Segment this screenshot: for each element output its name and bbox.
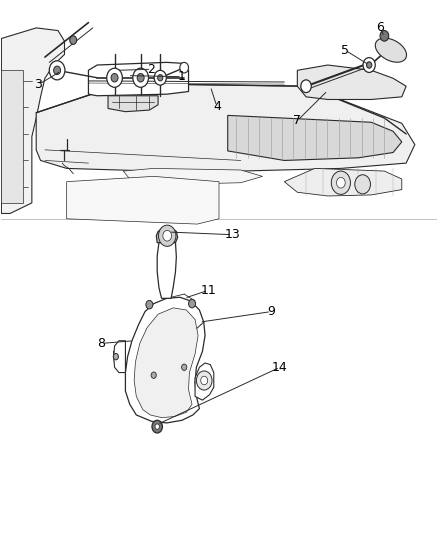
Text: 6: 6 xyxy=(376,21,384,35)
Circle shape xyxy=(107,68,122,87)
Circle shape xyxy=(111,74,118,82)
Text: 11: 11 xyxy=(200,284,216,297)
Polygon shape xyxy=(134,308,198,418)
Polygon shape xyxy=(123,168,262,184)
Polygon shape xyxy=(67,176,219,224)
Circle shape xyxy=(151,372,156,378)
Circle shape xyxy=(137,74,144,82)
Polygon shape xyxy=(228,115,402,160)
Circle shape xyxy=(363,58,375,72)
Circle shape xyxy=(201,376,208,385)
Polygon shape xyxy=(1,70,23,203)
Text: 9: 9 xyxy=(267,305,275,318)
Polygon shape xyxy=(108,96,158,112)
Circle shape xyxy=(154,70,166,85)
Circle shape xyxy=(196,371,212,390)
Circle shape xyxy=(53,66,60,75)
Ellipse shape xyxy=(375,38,406,62)
Text: 7: 7 xyxy=(293,114,301,127)
Circle shape xyxy=(49,61,65,80)
Text: 5: 5 xyxy=(341,44,349,56)
Polygon shape xyxy=(114,341,125,373)
Circle shape xyxy=(133,68,148,87)
Circle shape xyxy=(301,80,311,93)
Text: 8: 8 xyxy=(98,337,106,350)
Polygon shape xyxy=(297,65,406,100)
Polygon shape xyxy=(88,62,188,96)
Polygon shape xyxy=(156,228,178,243)
Circle shape xyxy=(182,364,187,370)
Text: 4: 4 xyxy=(213,100,221,113)
Circle shape xyxy=(146,301,153,309)
Circle shape xyxy=(367,62,372,68)
Polygon shape xyxy=(195,363,214,400)
Circle shape xyxy=(70,36,77,44)
Text: 2: 2 xyxy=(148,63,155,76)
Circle shape xyxy=(152,420,162,433)
Circle shape xyxy=(159,225,176,246)
Circle shape xyxy=(380,30,389,41)
Circle shape xyxy=(155,424,159,429)
Polygon shape xyxy=(157,233,177,298)
Circle shape xyxy=(336,177,345,188)
Polygon shape xyxy=(1,28,64,214)
Text: 13: 13 xyxy=(224,228,240,241)
Circle shape xyxy=(163,230,172,241)
Circle shape xyxy=(180,62,188,73)
Circle shape xyxy=(158,75,163,81)
Circle shape xyxy=(188,300,195,308)
Polygon shape xyxy=(284,168,402,196)
Polygon shape xyxy=(125,297,205,423)
Text: 3: 3 xyxy=(35,78,42,91)
Circle shape xyxy=(331,171,350,195)
Text: 1: 1 xyxy=(178,70,186,83)
Text: 14: 14 xyxy=(272,361,288,374)
Polygon shape xyxy=(36,84,415,171)
Circle shape xyxy=(355,175,371,194)
Circle shape xyxy=(113,353,118,360)
